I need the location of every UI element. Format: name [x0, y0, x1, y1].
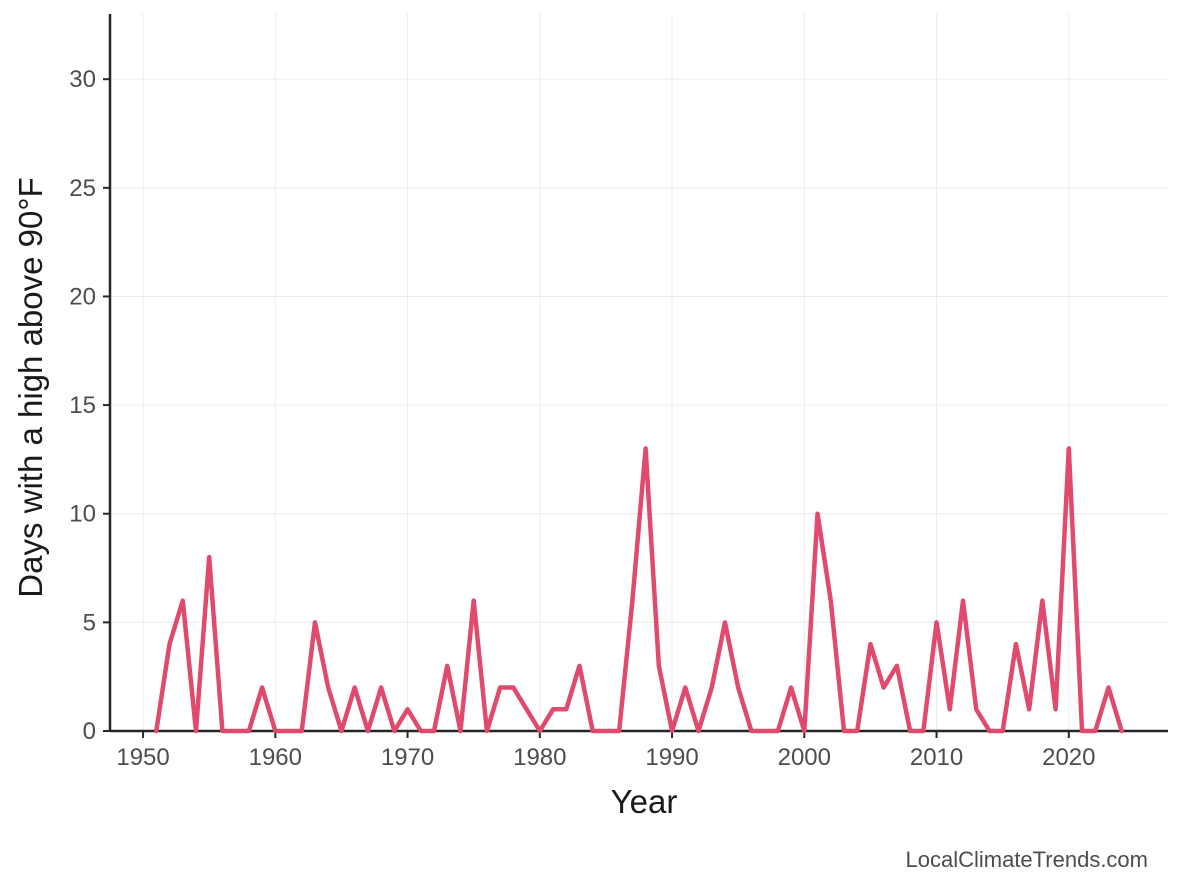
x-tick-label: 2000 [778, 744, 831, 771]
x-tick-label: 1990 [645, 744, 698, 771]
y-tick-label: 15 [69, 392, 96, 419]
x-tick-label: 1950 [116, 744, 169, 771]
x-tick-label: 2020 [1042, 744, 1095, 771]
y-tick-label: 5 [83, 609, 96, 636]
y-tick-label: 20 [69, 283, 96, 310]
grid [110, 14, 1168, 732]
x-tick-label: 1960 [249, 744, 302, 771]
x-tick-label: 1980 [513, 744, 566, 771]
x-axis-ticks: 1950 1960 1970 1980 1990 2000 2010 2020 [116, 731, 1096, 771]
y-axis-ticks: 0 5 10 15 20 25 30 [69, 66, 110, 745]
y-tick-label: 30 [69, 66, 96, 93]
credit-text: LocalClimateTrends.com [905, 847, 1149, 872]
y-tick-label: 0 [83, 718, 96, 745]
x-tick-label: 2010 [910, 744, 963, 771]
x-tick-label: 1970 [381, 744, 434, 771]
y-axis-title: Days with a high above 90°F [12, 177, 49, 597]
series-group [154, 446, 1124, 734]
x-axis-title: Year [611, 783, 678, 820]
y-tick-label: 25 [69, 175, 96, 202]
series-line [154, 446, 1124, 734]
y-tick-label: 10 [69, 501, 96, 528]
